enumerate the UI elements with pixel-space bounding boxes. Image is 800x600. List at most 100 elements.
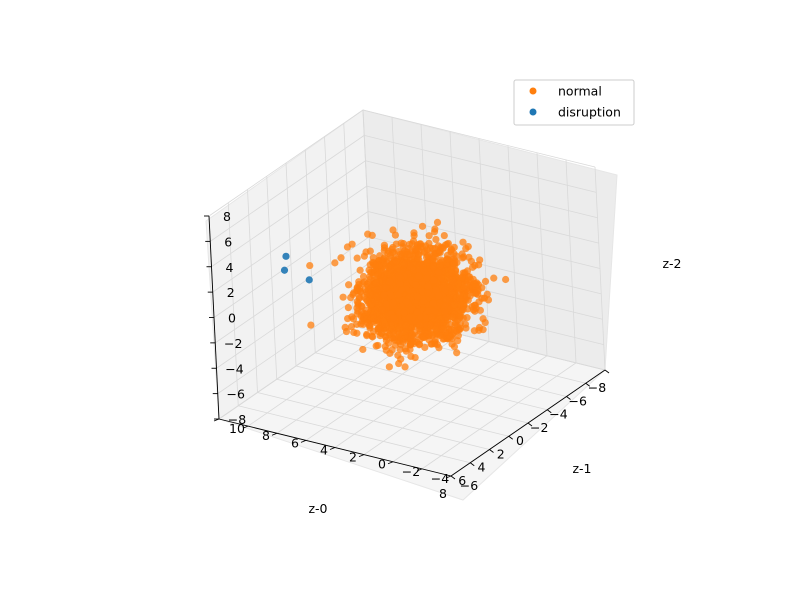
z-axis-label: z-2 [662,256,681,271]
point-normal [420,266,428,275]
x-tick-label: −6 [569,393,587,408]
gridline-y [305,334,461,441]
gridline-z [215,236,370,344]
x-tick-label: −4 [549,407,567,422]
point-normal [416,322,424,330]
y-tick [445,475,452,479]
point-normal [401,363,409,371]
point-normal [367,291,375,299]
y-tick-label: 4 [320,442,328,457]
point-normal [459,253,468,261]
y-axis-label: z-1 [572,461,591,476]
point-normal [410,329,419,337]
point-normal [382,283,390,291]
point-normal [386,349,394,357]
point-normal [449,278,457,286]
gridline-y [247,319,403,427]
point-normal [460,283,468,291]
point-normal [429,299,437,307]
point-normal [395,330,403,338]
point-normal [389,299,397,307]
x-tick [489,449,494,453]
point-normal [435,292,443,300]
y-tick-label: −6 [460,478,478,493]
point-normal [423,289,432,297]
point-normal [443,255,451,263]
gridline-z [213,211,369,318]
gridline-z [365,160,598,219]
z-tick-label: 8 [223,209,231,224]
z-tick-label: −2 [224,336,242,351]
point-normal [456,291,464,300]
point-normal [409,334,418,342]
x-tick [604,369,610,374]
point-normal [409,237,418,245]
point-normal [402,298,411,306]
point-normal [448,313,456,321]
point-normal [331,259,339,267]
point-normal [365,266,373,274]
point-normal [347,294,355,302]
gridline-z [364,134,597,193]
y-tick-label: 2 [349,450,357,465]
point-normal [391,231,400,239]
point-normal [483,290,491,298]
point-normal [402,321,410,330]
point-normal [414,272,423,280]
point-normal [463,292,471,300]
point-normal [373,293,381,301]
legend-label-normal: normal [558,84,602,99]
point-normal [369,311,377,319]
point-normal [450,243,458,251]
x-tick-label: 8 [439,486,447,501]
point-normal [448,289,456,297]
x-tick-label: 6 [458,473,466,488]
point-normal [444,239,452,248]
gridline-z [211,160,366,268]
point-normal [306,261,314,270]
z-tick-label: 6 [224,234,232,249]
point-normal [389,314,398,322]
legend-label-disruption: disruption [558,105,621,120]
x-tick [469,462,475,467]
point-normal [359,345,367,354]
point-normal [419,297,428,305]
point-normal [456,312,464,320]
point-normal [366,324,374,332]
point-normal [427,321,435,329]
point-normal [374,271,382,279]
point-disruption [305,276,313,284]
x-tick [566,396,571,400]
point-normal [475,261,483,269]
point-normal [470,301,478,310]
x-tick [508,435,514,440]
point-normal [429,245,437,253]
point-normal [436,262,444,270]
point-normal [353,310,361,318]
point-normal [458,273,466,281]
point-normal [359,272,368,281]
z-tick-label: 2 [227,285,235,300]
gridline-z [210,135,365,242]
x-tick [585,382,591,387]
point-normal [434,242,442,250]
point-normal [415,251,423,259]
point-normal [400,309,408,317]
point-normal [381,320,389,328]
point-normal [393,264,401,272]
y-tick-label: 6 [291,435,299,450]
y-tick [329,447,336,450]
point-normal [433,218,442,227]
point-normal [376,332,384,340]
point-normal [369,253,377,262]
z-tick-label: −4 [225,361,243,376]
point-normal [502,275,510,284]
gridlines [208,109,606,477]
point-normal [424,282,432,291]
gridline-z [366,185,599,244]
point-normal [484,296,493,304]
point-normal [410,266,418,274]
point-normal [392,258,400,266]
y-tick-label: 0 [378,457,386,472]
